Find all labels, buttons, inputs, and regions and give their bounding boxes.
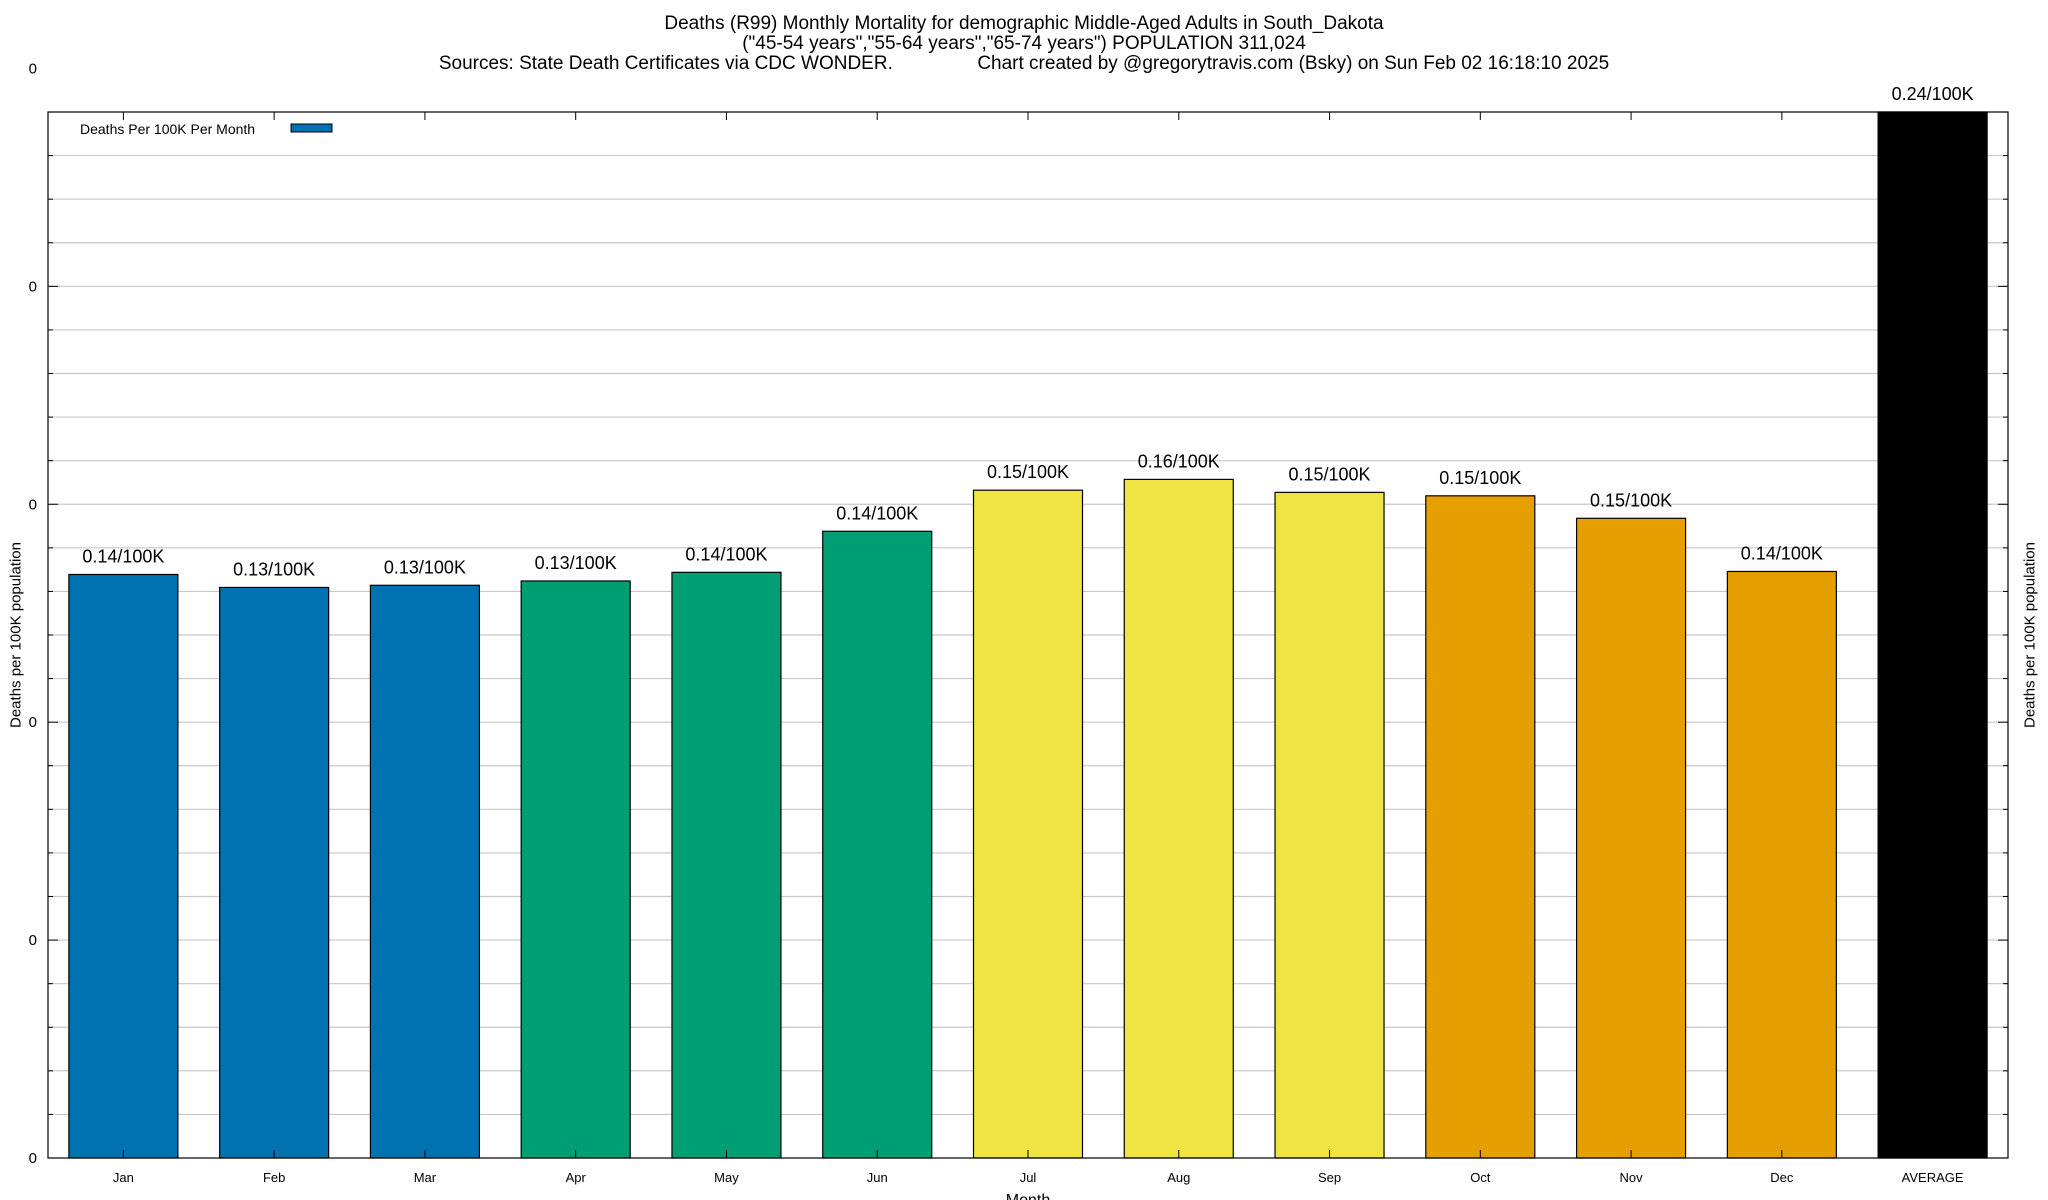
data-label: 0.16/100K (1138, 451, 1220, 471)
y-tick-label: 0 (29, 932, 37, 949)
data-label: 0.13/100K (535, 553, 617, 573)
data-label: 0.13/100K (233, 559, 315, 579)
bar (1425, 495, 1536, 1159)
x-tick-label: Jan (113, 1170, 134, 1185)
x-tick-label: Feb (263, 1170, 285, 1185)
data-label: 0.14/100K (1741, 543, 1823, 563)
data-label: 0.13/100K (384, 557, 466, 577)
data-label: 0.14/100K (836, 503, 918, 523)
data-label: 0.14/100K (82, 546, 164, 566)
x-tick-label: Nov (1620, 1170, 1644, 1185)
bar (219, 586, 330, 1159)
y-tick-label: 0 (29, 278, 37, 295)
chart-subtitle: ("45-54 years","55-64 years","65-74 year… (742, 33, 1306, 54)
data-label: 0.14/100K (685, 544, 767, 564)
y-axis-label-left: Deaths per 100K population (7, 542, 25, 728)
data-label: 0.15/100K (1288, 464, 1370, 484)
bar (369, 584, 481, 1159)
y-tick-label: 0 (29, 714, 37, 731)
chart-title: Deaths (R99) Monthly Mortality for demog… (664, 13, 1384, 34)
chart-title-block: Deaths (R99) Monthly Mortality for demog… (0, 14, 2048, 74)
plot-border (47, 111, 2009, 1159)
data-label: 0.15/100K (987, 462, 1069, 482)
x-tick-label: AVERAGE (1902, 1170, 1964, 1185)
x-tick-label: Aug (1167, 1170, 1190, 1185)
bar (822, 530, 933, 1159)
x-tick-label: Dec (1770, 1170, 1794, 1185)
y-tick-label: 0 (29, 496, 37, 513)
bar (68, 573, 179, 1159)
bar (1575, 517, 1687, 1159)
x-tick-label: Oct (1470, 1170, 1491, 1185)
bar (520, 580, 631, 1159)
y-axis-label-right: Deaths per 100K population (2021, 542, 2039, 728)
x-tick-label: Sep (1318, 1170, 1341, 1185)
x-tick-label: May (714, 1170, 739, 1185)
data-label: 0.15/100K (1590, 490, 1672, 510)
y-tick-label: 0 (29, 1150, 37, 1167)
data-label: 0.24/100K (1892, 84, 1974, 104)
x-tick-label: Jul (1020, 1170, 1037, 1185)
bar (1877, 111, 1988, 1159)
x-axis-label: Month (1006, 1192, 1050, 1200)
bar (1123, 478, 1234, 1159)
legend-label: Deaths Per 100K Per Month (80, 121, 255, 137)
bar (671, 571, 782, 1159)
data-label: 0.15/100K (1439, 468, 1521, 488)
x-tick-label: Jun (867, 1170, 888, 1185)
legend-swatch (290, 123, 333, 133)
y-tick-label: 0 (29, 60, 37, 77)
bar (972, 489, 1084, 1159)
x-tick-label: Apr (566, 1170, 587, 1185)
x-tick-label: Mar (414, 1170, 437, 1185)
bar (1726, 570, 1837, 1159)
chart-source-line: Sources: State Death Certificates via CD… (438, 53, 1610, 74)
bar (1274, 491, 1385, 1159)
